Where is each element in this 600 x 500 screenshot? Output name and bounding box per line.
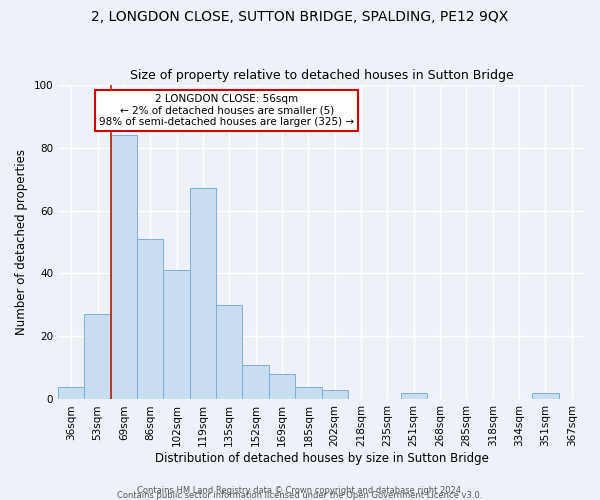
Text: Contains HM Land Registry data © Crown copyright and database right 2024.: Contains HM Land Registry data © Crown c… xyxy=(137,486,463,495)
X-axis label: Distribution of detached houses by size in Sutton Bridge: Distribution of detached houses by size … xyxy=(155,452,488,465)
Text: Contains public sector information licensed under the Open Government Licence v3: Contains public sector information licen… xyxy=(118,490,482,500)
Bar xyxy=(111,135,137,400)
Bar xyxy=(216,305,242,400)
Bar xyxy=(269,374,295,400)
Bar xyxy=(85,314,111,400)
Bar xyxy=(322,390,348,400)
Text: 2, LONGDON CLOSE, SUTTON BRIDGE, SPALDING, PE12 9QX: 2, LONGDON CLOSE, SUTTON BRIDGE, SPALDIN… xyxy=(91,10,509,24)
Bar xyxy=(242,365,269,400)
Bar xyxy=(401,393,427,400)
Bar xyxy=(190,188,216,400)
Bar xyxy=(58,387,85,400)
Bar xyxy=(532,393,559,400)
Title: Size of property relative to detached houses in Sutton Bridge: Size of property relative to detached ho… xyxy=(130,69,514,82)
Bar xyxy=(295,387,322,400)
Bar xyxy=(137,239,163,400)
Bar xyxy=(163,270,190,400)
Y-axis label: Number of detached properties: Number of detached properties xyxy=(15,149,28,335)
Text: 2 LONGDON CLOSE: 56sqm
← 2% of detached houses are smaller (5)
98% of semi-detac: 2 LONGDON CLOSE: 56sqm ← 2% of detached … xyxy=(99,94,354,127)
